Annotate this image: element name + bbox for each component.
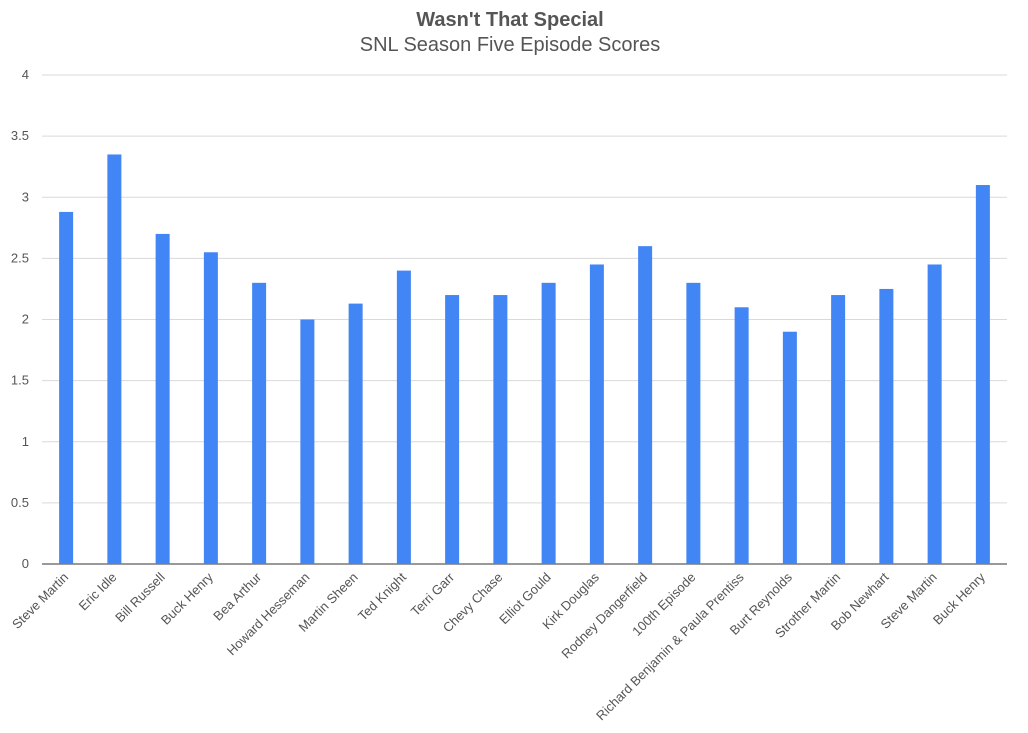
gridlines xyxy=(42,74,1007,565)
y-axis: 0 0.5 1 1.5 2 2.5 3 3.5 4 xyxy=(11,67,29,571)
bar xyxy=(541,282,556,564)
x-tick-label: Rodney Dangerfield xyxy=(558,570,650,662)
y-tick-label: 1 xyxy=(22,434,29,449)
bar xyxy=(638,246,653,564)
y-tick-label: 3.5 xyxy=(11,128,29,143)
bar xyxy=(252,282,267,564)
bar xyxy=(589,264,604,564)
bar xyxy=(107,154,122,564)
bar xyxy=(396,270,411,564)
bar xyxy=(300,319,315,564)
x-tick-label: Buck Henry xyxy=(930,569,988,627)
bar xyxy=(59,211,74,565)
x-tick-label: Ted Knight xyxy=(355,569,409,623)
bar xyxy=(348,303,363,564)
bar xyxy=(445,295,460,564)
x-tick-label: Howard Hesseman xyxy=(224,570,313,659)
bar xyxy=(927,264,942,564)
y-tick-label: 3 xyxy=(22,189,29,204)
x-tick-label: Steve Martin xyxy=(9,570,71,632)
y-tick-label: 1.5 xyxy=(11,373,29,388)
y-tick-label: 2 xyxy=(22,312,29,327)
bars xyxy=(59,154,990,565)
y-tick-label: 4 xyxy=(22,67,29,82)
chart-title: Wasn't That Special xyxy=(416,9,604,31)
chart-subtitle: SNL Season Five Episode Scores xyxy=(359,34,661,56)
bar xyxy=(879,288,894,564)
bar xyxy=(203,252,218,564)
bar xyxy=(686,282,701,564)
x-tick-label: Buck Henry xyxy=(158,569,216,627)
x-tick-label: Terri Garr xyxy=(408,569,458,619)
y-tick-label: 0.5 xyxy=(11,495,29,510)
bar xyxy=(831,295,846,564)
y-tick-label: 0 xyxy=(22,556,29,571)
bar xyxy=(782,331,797,564)
bar xyxy=(493,295,508,564)
bar xyxy=(155,233,170,565)
x-tick-label: Eric Idle xyxy=(76,570,120,614)
bar xyxy=(734,307,749,564)
y-tick-label: 2.5 xyxy=(11,250,29,265)
bar xyxy=(975,185,990,564)
